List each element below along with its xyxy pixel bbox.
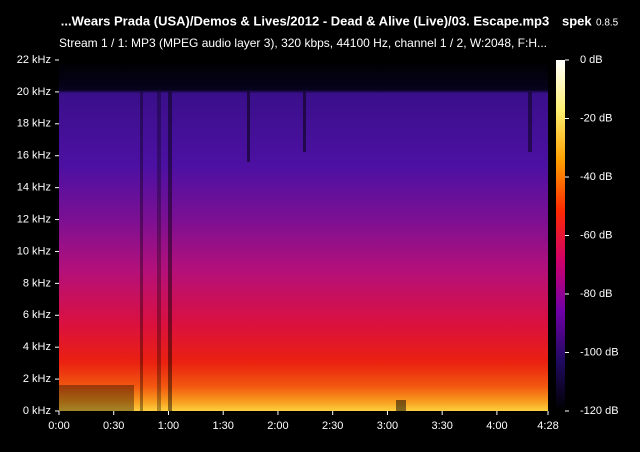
x-tick-label: 3:00 <box>377 420 398 432</box>
x-tick-label: 1:00 <box>158 420 179 432</box>
y-tick-label: 4 kHz <box>23 341 51 353</box>
y-tick-label: 6 kHz <box>23 309 51 321</box>
colorbar-tick-label: -60 dB <box>580 229 612 241</box>
x-tick-label: 1:30 <box>213 420 234 432</box>
x-tick-label: 4:28 <box>537 420 558 432</box>
colorbar-tick-label: 0 dB <box>580 54 603 66</box>
y-tick-label: 20 kHz <box>17 86 51 98</box>
spectrogram-texture <box>59 92 532 411</box>
y-tick-label: 16 kHz <box>17 150 51 162</box>
y-tick-label: 18 kHz <box>17 118 51 130</box>
x-tick-label: 2:00 <box>267 420 288 432</box>
colorbar-tick-label: -80 dB <box>580 288 612 300</box>
y-tick-label: 14 kHz <box>17 182 51 194</box>
y-tick-label: 0 kHz <box>23 405 51 417</box>
app-name: spek <box>562 13 592 28</box>
x-tick-label: 3:30 <box>431 420 452 432</box>
colorbar-tick-label: -20 dB <box>580 112 612 124</box>
y-tick-label: 10 kHz <box>17 245 51 257</box>
y-tick-label: 22 kHz <box>17 54 51 66</box>
x-tick-label: 0:00 <box>48 420 69 432</box>
y-tick-label: 8 kHz <box>23 277 51 289</box>
colorbar <box>556 60 565 411</box>
subtitle: Stream 1 / 1: MP3 (MPEG audio layer 3), … <box>59 36 547 50</box>
x-tick-label: 0:30 <box>103 420 124 432</box>
colorbar-tick-label: -120 dB <box>580 405 619 417</box>
app-version: 0.8.5 <box>596 18 619 29</box>
y-tick-label: 12 kHz <box>17 213 51 225</box>
title: ...Wears Prada (USA)/Demos & Lives/2012 … <box>61 13 549 28</box>
x-tick-label: 2:30 <box>322 420 343 432</box>
x-tick-label: 4:00 <box>486 420 507 432</box>
colorbar-tick-label: -40 dB <box>580 171 612 183</box>
y-tick-label: 2 kHz <box>23 373 51 385</box>
colorbar-tick-label: -100 dB <box>580 346 619 358</box>
